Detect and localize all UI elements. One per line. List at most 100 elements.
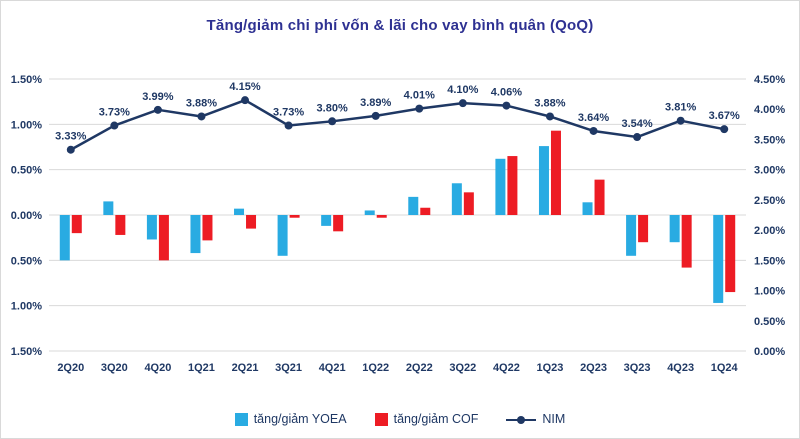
nim-point xyxy=(284,121,293,130)
x-axis-label: 1Q23 xyxy=(537,362,564,374)
right-axis-tick: 0.50% xyxy=(754,316,785,328)
chart-legend: tăng/giảm YOEA tăng/giảm COF NIM xyxy=(1,412,799,426)
left-axis-tick: 1.50% xyxy=(11,74,42,86)
nim-point xyxy=(328,117,337,126)
x-axis-label: 4Q22 xyxy=(493,362,520,374)
yoea-swatch-icon xyxy=(234,412,248,426)
bar-yoea xyxy=(234,208,245,215)
nim-data-label: 3.64% xyxy=(578,112,609,124)
legend-label-nim: NIM xyxy=(542,412,566,426)
bar-cof xyxy=(71,215,82,234)
bar-yoea xyxy=(103,201,114,215)
bar-cof xyxy=(115,215,126,235)
nim-point xyxy=(720,125,729,134)
bar-yoea xyxy=(669,215,680,243)
nim-data-label: 3.89% xyxy=(360,97,391,109)
bar-yoea xyxy=(146,215,157,240)
bar-cof xyxy=(550,130,561,215)
bar-cof xyxy=(725,215,736,293)
bar-yoea xyxy=(713,215,724,303)
bar-cof xyxy=(681,215,692,268)
nim-data-label: 3.88% xyxy=(534,97,565,109)
nim-data-label: 3.67% xyxy=(709,110,740,122)
nim-point xyxy=(197,112,206,121)
bar-yoea xyxy=(626,215,637,256)
bar-yoea xyxy=(321,215,332,226)
x-axis-label: 4Q21 xyxy=(319,362,346,374)
nim-point xyxy=(458,99,467,108)
nim-point xyxy=(66,145,75,154)
chart-title: Tăng/giảm chi phí vốn & lãi cho vay bình… xyxy=(206,17,594,34)
bar-yoea xyxy=(408,196,419,215)
right-axis-tick: 4.00% xyxy=(754,104,785,116)
nim-data-label: 4.06% xyxy=(491,87,522,99)
bar-cof xyxy=(376,215,387,218)
right-axis-tick: 3.00% xyxy=(754,165,785,177)
x-axis-label: 2Q20 xyxy=(57,362,84,374)
x-axis-label: 1Q22 xyxy=(362,362,389,374)
right-axis-tick: 3.50% xyxy=(754,134,785,146)
nim-data-label: 3.81% xyxy=(665,102,696,114)
nim-data-label: 3.88% xyxy=(186,97,217,109)
left-axis-tick: 0.00% xyxy=(11,210,42,222)
nim-data-label: 3.33% xyxy=(55,131,86,143)
bar-yoea xyxy=(495,158,506,215)
nim-point xyxy=(545,112,554,121)
nim-swatch-icon xyxy=(506,413,537,426)
bar-yoea xyxy=(364,210,375,215)
chart-canvas: 1.50% 1.00% 0.50% 0.00% 0.50% 1.00% 1.50% 4.50%… xyxy=(11,74,786,374)
cof-swatch-icon xyxy=(374,412,388,426)
left-axis-tick: 1.00% xyxy=(11,119,42,131)
left-axis-tick: 0.50% xyxy=(11,165,42,177)
bar-yoea xyxy=(582,202,593,215)
bar-cof xyxy=(202,215,213,241)
bar-yoea xyxy=(538,146,549,215)
bar-yoea xyxy=(59,215,70,261)
nim-line xyxy=(70,98,725,151)
nim-data-label: 4.10% xyxy=(447,84,478,96)
left-axis-tick: 1.00% xyxy=(11,301,42,313)
bar-yoea xyxy=(190,215,201,254)
right-axis-tick: 0.00% xyxy=(754,346,785,358)
legend-label-cof: tăng/giảm COF xyxy=(393,412,479,426)
bar-cof xyxy=(507,156,518,215)
nim-point xyxy=(241,96,250,105)
nim-point xyxy=(153,105,162,114)
nim-data-label: 3.99% xyxy=(142,91,173,103)
nim-data-label: 3.54% xyxy=(621,118,652,130)
x-axis-label: 3Q21 xyxy=(275,362,302,374)
bar-cof xyxy=(463,192,474,215)
nim-point xyxy=(415,104,424,113)
right-axis-tick: 2.50% xyxy=(754,195,785,207)
nim-point xyxy=(502,101,511,110)
nim-point xyxy=(110,121,119,130)
legend-label-yoea: tăng/giảm YOEA xyxy=(253,412,347,426)
left-axis-tick: 1.50% xyxy=(11,346,42,358)
nim-data-label: 3.73% xyxy=(99,107,130,119)
nim-point xyxy=(676,116,685,125)
nim-point xyxy=(371,111,380,120)
x-axis-label: 4Q20 xyxy=(144,362,171,374)
nim-point xyxy=(633,133,642,142)
legend-item-cof: tăng/giảm COF xyxy=(374,412,479,426)
right-axis-tick: 1.00% xyxy=(754,286,785,298)
nim-data-label: 4.01% xyxy=(404,90,435,102)
right-axis-tick: 1.50% xyxy=(754,255,785,267)
legend-item-yoea: tăng/giảm YOEA xyxy=(234,412,347,426)
right-axis-tick: 4.50% xyxy=(754,74,785,86)
bar-cof xyxy=(594,179,605,215)
bar-cof xyxy=(246,215,257,229)
x-axis-label: 2Q23 xyxy=(580,362,607,374)
bar-cof xyxy=(158,215,169,261)
bar-cof xyxy=(420,207,431,215)
x-axis-label: 1Q24 xyxy=(711,362,739,374)
x-axis-label: 2Q22 xyxy=(406,362,433,374)
x-axis-label: 3Q20 xyxy=(101,362,128,374)
nim-data-label: 3.73% xyxy=(273,107,304,119)
x-axis-label: 3Q23 xyxy=(624,362,651,374)
bar-yoea xyxy=(277,215,288,256)
right-axis-tick: 2.00% xyxy=(754,225,785,237)
legend-item-nim: NIM xyxy=(506,412,565,426)
x-axis-label: 1Q21 xyxy=(188,362,215,374)
